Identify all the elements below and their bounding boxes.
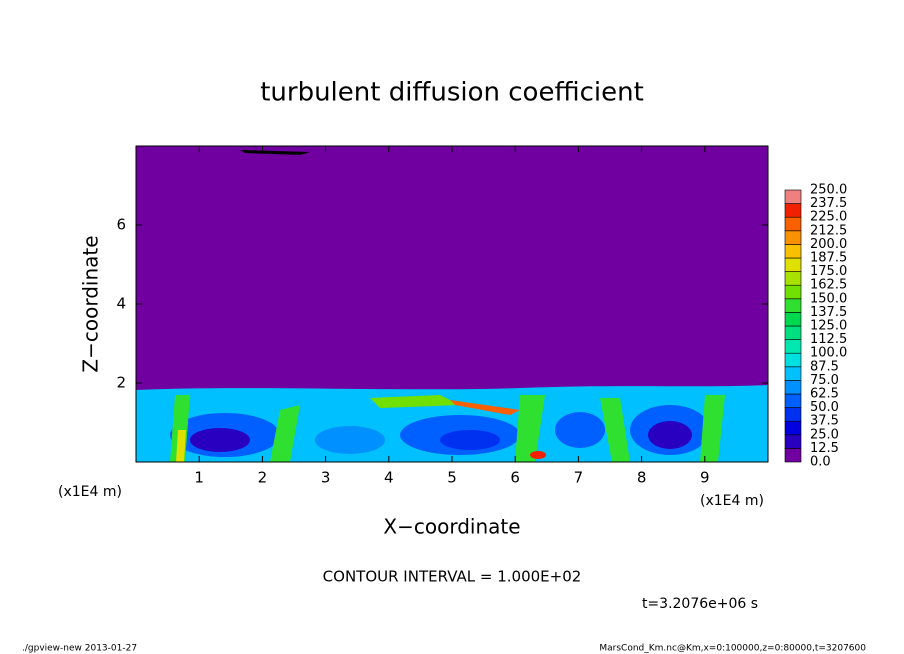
colorbar-box (784, 420, 802, 436)
colorbar-box (784, 380, 802, 395)
y-axis-label: Z−coordinate (79, 235, 103, 372)
colorbar-label: 212.5 (810, 223, 847, 238)
colorbar-label: 37.5 (810, 414, 839, 429)
colorbar-label: 112.5 (810, 332, 847, 347)
colorbar-box (784, 339, 802, 354)
colorbar-box (784, 203, 802, 218)
colorbar-label: 150.0 (810, 291, 847, 306)
time-label: t=3.2076e+06 s (642, 596, 758, 612)
colorbar-box (784, 312, 802, 327)
x-tick-label: 7 (574, 469, 584, 487)
colorbar-label: 225.0 (810, 210, 847, 225)
colorbar-label: 187.5 (810, 251, 847, 266)
colorbar-box (784, 216, 802, 232)
colorbar-box (784, 352, 802, 368)
contour-interval: CONTOUR INTERVAL = 1.000E+02 (323, 568, 582, 586)
x-tick-label: 2 (258, 469, 268, 487)
colorbar-label: 137.5 (810, 305, 847, 320)
colorbar-box (784, 284, 802, 300)
chart-title: turbulent diffusion coefficient (260, 78, 644, 108)
x-tick-label: 6 (510, 469, 520, 487)
colorbar-box (784, 271, 802, 286)
colorbar-label: 50.0 (810, 400, 839, 415)
x-tick-label: 3 (321, 469, 331, 487)
colorbar-label: 237.5 (810, 196, 847, 211)
colorbar-box (784, 325, 802, 340)
y-tick-label: 2 (116, 374, 126, 392)
colorbar-box (784, 230, 802, 245)
colorbar-label: 62.5 (810, 387, 839, 402)
colorbar-box (784, 189, 802, 204)
colorbar-label: 75.0 (810, 373, 839, 388)
x-axis-label: X−coordinate (383, 515, 520, 539)
colorbar-label: 100.0 (810, 346, 847, 361)
colorbar-box (784, 448, 802, 463)
colorbar-box (784, 257, 802, 272)
colorbar-box (784, 366, 802, 381)
x-tick-label: 8 (637, 469, 647, 487)
x-tick-label: 5 (447, 469, 457, 487)
colorbar-label: 200.0 (810, 237, 847, 252)
colorbar-label: 25.0 (810, 427, 839, 442)
y-tick-label: 4 (116, 295, 126, 313)
x-tick-label: 1 (194, 469, 204, 487)
colorbar-box (784, 407, 802, 422)
footer-left: ./gpview-new 2013-01-27 (22, 644, 137, 654)
colorbar-label: 125.0 (810, 319, 847, 334)
colorbar-label: 175.0 (810, 264, 847, 279)
colorbar-box (784, 434, 802, 449)
x-unit-label: (x1E4 m) (700, 493, 764, 509)
x-tick-label: 9 (700, 469, 710, 487)
x-unit-label: (x1E4 m) (58, 484, 122, 500)
contour-field (136, 146, 768, 462)
y-tick-label: 6 (116, 216, 126, 234)
colorbar-box (784, 298, 802, 313)
colorbar-label: 250.0 (810, 183, 847, 198)
colorbar-label: 12.5 (810, 441, 839, 456)
colorbar-box (784, 244, 802, 259)
colorbar-label: 87.5 (810, 359, 839, 374)
x-tick-label: 4 (384, 469, 394, 487)
colorbar-label: 162.5 (810, 278, 847, 293)
colorbar-label: 0.0 (810, 455, 831, 470)
footer-right: MarsCond_Km.nc@Km,x=0:100000,z=0:80000,t… (599, 644, 866, 654)
colorbar-box (784, 393, 802, 408)
